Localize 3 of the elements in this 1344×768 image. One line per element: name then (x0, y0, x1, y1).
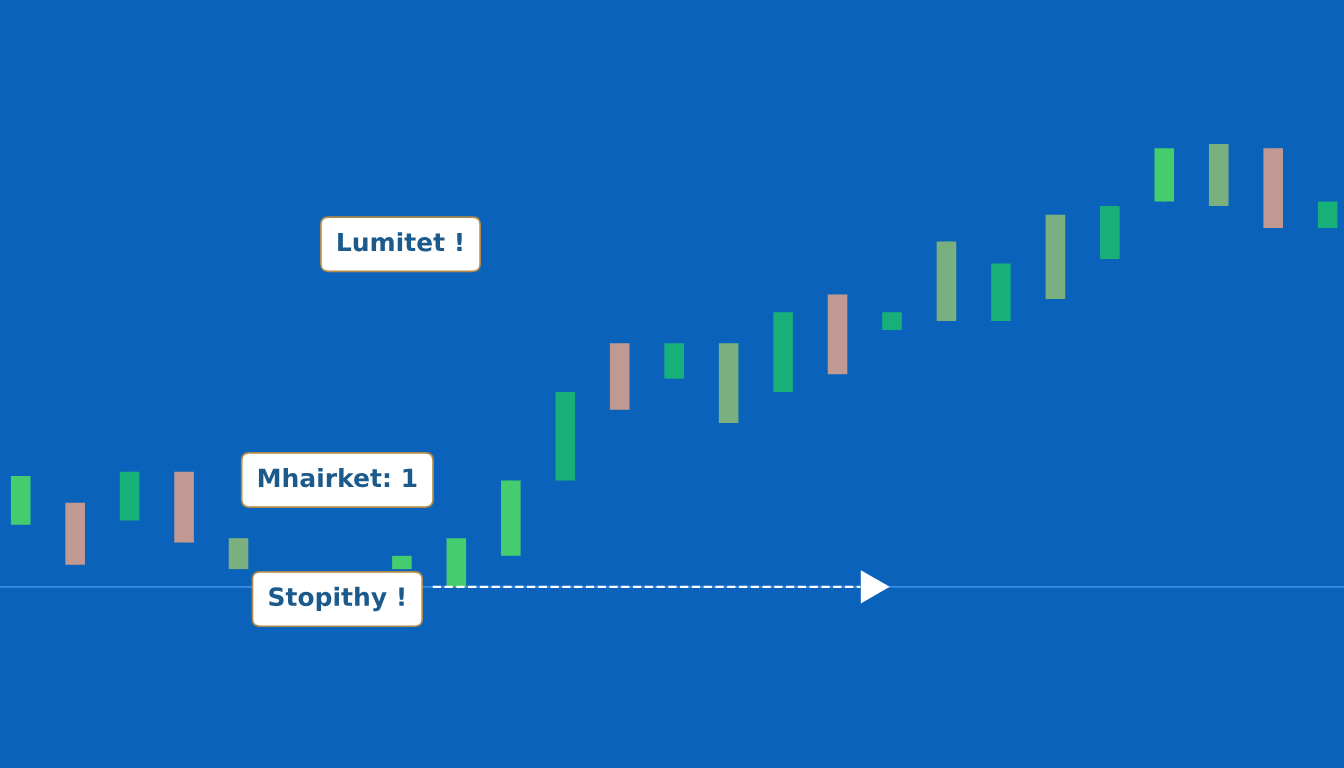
annotation: Stopithy ! (269, 586, 404, 612)
annotation: Mhairket: 1 (258, 467, 417, 488)
annotation: Lumitet ! (338, 232, 462, 252)
